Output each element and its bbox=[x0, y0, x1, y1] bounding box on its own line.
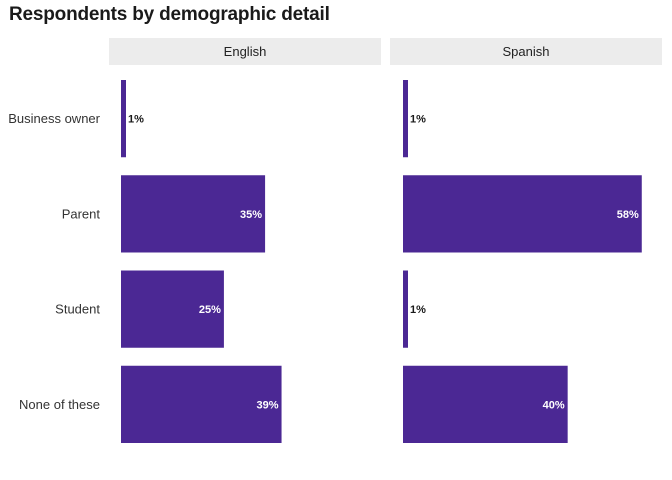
facet-strip-spanish bbox=[390, 38, 662, 65]
bar-english-none-of-these bbox=[121, 365, 282, 443]
chart-title: Respondents by demographic detail bbox=[9, 4, 330, 25]
facet-strip-english bbox=[109, 38, 381, 65]
data-label-english-none-of-these: 39% bbox=[257, 399, 279, 411]
bar-spanish-student bbox=[403, 270, 408, 348]
category-label-none-of-these: None of these bbox=[19, 397, 100, 412]
bar-spanish-none-of-these bbox=[403, 365, 568, 443]
data-label-english-parent: 35% bbox=[240, 209, 262, 221]
data-label-spanish-business-owner: 1% bbox=[410, 114, 426, 126]
facet-label-spanish: Spanish bbox=[503, 44, 550, 59]
bar-english-parent bbox=[121, 175, 266, 253]
bar-english-student bbox=[121, 270, 224, 348]
category-label-student: Student bbox=[55, 302, 100, 317]
category-label-parent: Parent bbox=[62, 206, 101, 221]
facet-label-english: English bbox=[224, 44, 267, 59]
bar-spanish-business-owner bbox=[403, 80, 408, 158]
data-label-english-business-owner: 1% bbox=[128, 114, 144, 126]
data-label-spanish-none-of-these: 40% bbox=[543, 399, 565, 411]
category-label-business-owner: Business owner bbox=[8, 111, 100, 126]
data-label-english-student: 25% bbox=[199, 304, 221, 316]
data-label-spanish-parent: 58% bbox=[617, 209, 639, 221]
bar-spanish-parent bbox=[403, 175, 642, 253]
data-label-spanish-student: 1% bbox=[410, 304, 426, 316]
bar-english-business-owner bbox=[121, 80, 126, 158]
